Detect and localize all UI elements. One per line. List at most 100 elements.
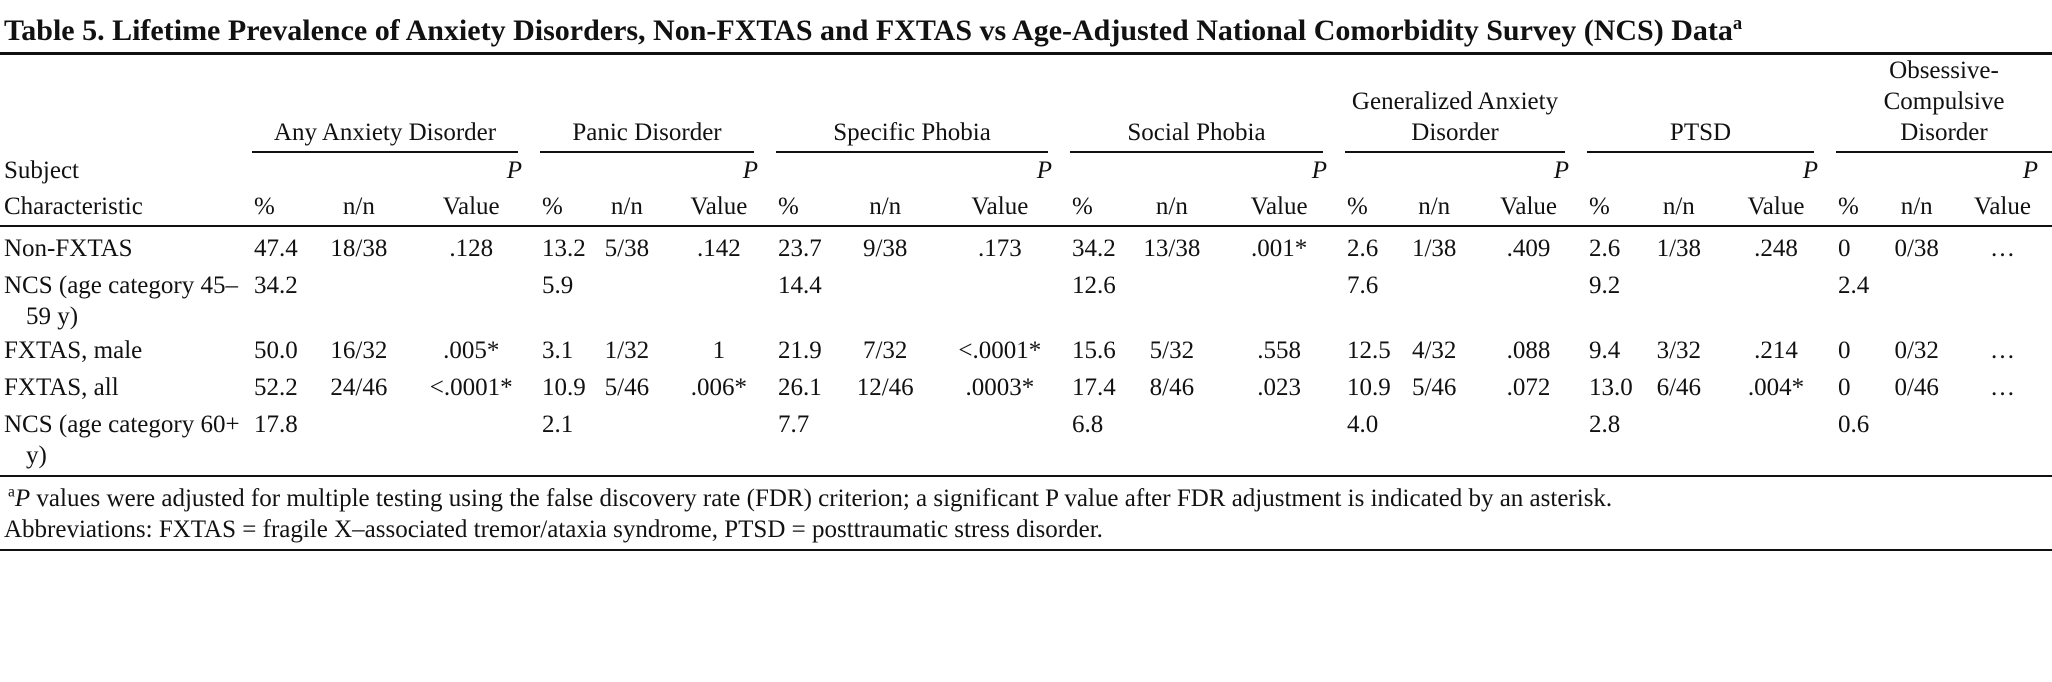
group-header: Generalized Anxiety Disorder [1345,86,1565,153]
cell: 17.4 [1072,374,1116,401]
p-italic: P [1036,157,1052,184]
group-header: Specific Phobia [775,117,1048,153]
cell: 15.6 [1072,337,1116,364]
empty-cell [406,406,537,477]
p-text: Value [1500,193,1558,220]
cell: .072 [1506,374,1551,401]
row-header: Subject Characteristic [0,153,248,227]
cell: 5/38 [604,235,650,262]
cell: … [1989,374,2015,401]
count-header: n/n [836,153,934,227]
footnote-text: values were adjusted for multiple testin… [30,485,1613,512]
empty-cell [1880,267,1953,332]
cell: 10.9 [542,374,586,401]
cell: 0 [1838,374,1851,401]
p-text: Value [442,193,500,220]
cell: 0/46 [1894,374,1939,401]
row-label: NCS (age category 60+ y) [0,406,248,477]
p-text: Value [1974,193,2031,220]
empty-cell [587,406,666,477]
cell: 3.1 [542,337,574,364]
cell: 3/32 [1656,337,1702,364]
p-italic: P [506,157,523,184]
cell: .004* [1747,374,1805,401]
cell: 12/46 [856,374,914,401]
cell: .214 [1754,337,1798,364]
cell: 0 [1838,337,1851,364]
cell: 1/38 [1656,235,1702,262]
count-header: n/n [587,153,666,227]
cell: 6/46 [1656,374,1702,401]
group-header-cell: Generalized Anxiety Disorder [1341,55,1583,153]
cell: .173 [977,235,1022,262]
cell: 9.4 [1589,337,1621,364]
cell: 2.8 [1583,406,1638,477]
data-row: Non-FXTAS 47.4 18/38 .128 13.2 5/38 .142 23.7 9/… [0,226,2052,267]
cell: 4.0 [1341,406,1395,477]
empty-cell [1394,267,1474,332]
p-value-header: P Value [1474,153,1583,227]
footnote-marker: a [8,483,15,501]
cell: 5/46 [604,374,650,401]
group-header-cell: Any Anxiety Disorder [248,55,536,153]
cell: 47.4 [254,235,298,262]
empty-cell [311,267,406,332]
footnote: aP values were adjusted for multiple tes… [4,483,2048,514]
cell: 13/38 [1143,235,1201,262]
group-header: Any Anxiety Disorder [252,117,519,153]
empty-cell [1127,267,1218,332]
p-italic: P [2022,157,2038,184]
percent-header: % [536,153,588,227]
data-row: NCS (age category 60+ y) 17.8 2.1 7.7 6.8 4.0… [0,406,2052,477]
cell: .006* [690,374,748,401]
cell: .142 [697,235,741,262]
empty-cell [1638,267,1720,332]
cell: 12.5 [1347,337,1391,364]
cell: .558 [1257,337,1301,364]
cell: 16/32 [330,337,388,364]
cell: 0/32 [1894,337,1939,364]
cell: <.0001* [429,374,513,401]
cell: .001* [1251,235,1308,262]
empty-cell [666,267,772,332]
empty-cell [1394,406,1475,477]
cell: 0 [1838,235,1851,262]
empty-cell [1126,406,1218,477]
p-text: Value [1747,193,1805,220]
count-header: n/n [1637,153,1720,227]
empty-cell [934,267,1066,332]
row-header-text: Subject Characteristic [4,157,143,220]
cell: 12.6 [1072,272,1116,299]
empty-cell [836,406,934,477]
percent-header: % [1832,153,1881,227]
footnote-italic: P [14,485,31,512]
p-value-header: P Value [1217,153,1342,227]
cell: 13.0 [1589,374,1633,401]
empty-cell [588,267,666,332]
cell: 6.8 [1066,406,1127,477]
cell: 7.6 [1347,272,1379,299]
cell: .023 [1257,374,1301,401]
p-text: Value [971,193,1029,220]
p-value-header: P Value [665,153,772,227]
cell: 52.2 [254,374,298,401]
empty-cell [1719,406,1832,477]
count-header: n/n [1394,153,1475,227]
count-header: n/n [1880,153,1953,227]
title-text: Table 5. Lifetime Prevalence of Anxiety … [4,14,1733,47]
data-row: NCS (age category 45–59 y) 34.2 5.9 14.4 12.… [0,267,2052,332]
empty-cell [1880,406,1953,477]
p-value-header: P Value [1719,153,1832,227]
percent-header: % [1583,153,1638,227]
group-header: Panic Disorder [540,117,754,153]
empty-cell [1474,267,1583,332]
percent-header: % [248,153,312,227]
cell: 50.0 [254,337,298,364]
group-header-cell: Panic Disorder [536,55,772,153]
cell: 1/38 [1411,235,1457,262]
p-italic: P [1311,157,1328,184]
cell: 21.9 [777,337,822,364]
cell: … [1989,235,2015,262]
cell: .128 [449,235,494,262]
empty-cell [1637,406,1720,477]
